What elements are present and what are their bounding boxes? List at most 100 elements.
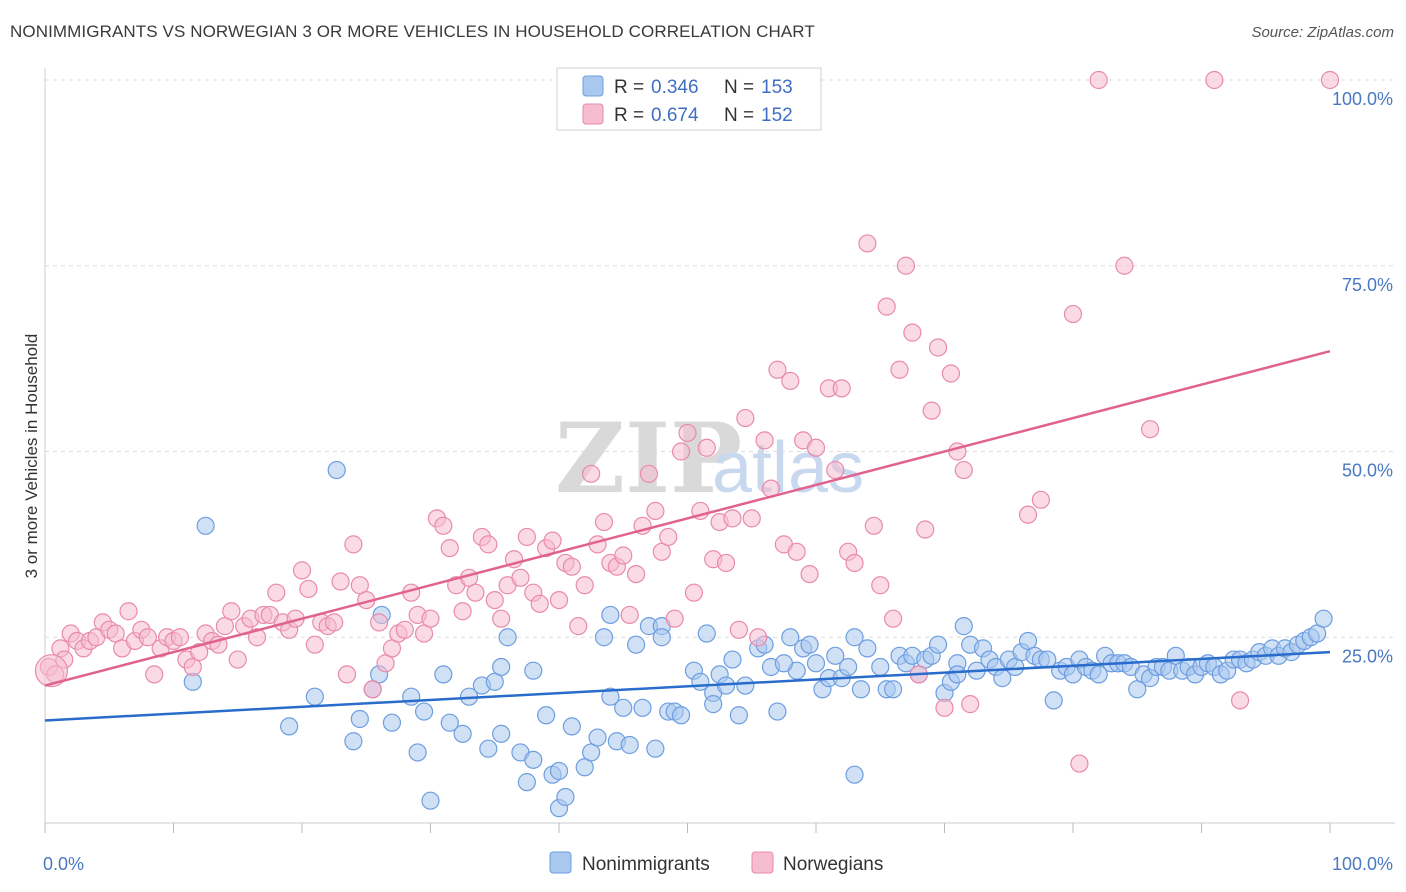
point-0-13 xyxy=(414,702,434,721)
x-tick-label-1: 100.0% xyxy=(1332,854,1393,874)
trend-line-1 xyxy=(44,349,1331,687)
point-1-149 xyxy=(1140,420,1160,439)
point-1-123 xyxy=(832,379,851,398)
chart-source: Source: ZipAtlas.com xyxy=(1251,24,1394,41)
point-1-137 xyxy=(928,338,948,357)
point-1-13 xyxy=(119,602,138,621)
point-1-79 xyxy=(543,531,562,550)
point-1-83 xyxy=(569,617,588,636)
point-0-102 xyxy=(1044,691,1063,710)
point-1-145 xyxy=(1063,304,1083,324)
point-1-90 xyxy=(614,546,633,565)
point-1-69 xyxy=(479,535,498,554)
point-1-77 xyxy=(530,594,549,613)
point-1-17 xyxy=(145,665,164,684)
point-0-11 xyxy=(402,687,421,706)
point-1-120 xyxy=(806,438,826,457)
point-0-66 xyxy=(806,654,826,673)
point-0-39 xyxy=(614,698,633,717)
point-1-127 xyxy=(864,516,883,535)
point-1-128 xyxy=(871,576,890,595)
point-0-17 xyxy=(453,724,472,743)
point-1-116 xyxy=(781,371,800,391)
point-1-150 xyxy=(1205,70,1224,90)
legend-r-value-1: 0.674 xyxy=(651,105,699,126)
point-1-146 xyxy=(1070,754,1089,773)
point-1-95 xyxy=(646,501,665,521)
point-0-148 xyxy=(704,695,723,714)
series-legend-label-nonimmigrants: Nonimmigrants xyxy=(582,854,710,875)
point-1-48 xyxy=(344,535,363,554)
trend-lines xyxy=(44,349,1331,722)
point-1-45 xyxy=(325,613,344,632)
point-1-147 xyxy=(1089,70,1108,90)
point-1-111 xyxy=(749,628,768,647)
legend-swatch-norwegians xyxy=(582,103,604,125)
point-1-65 xyxy=(453,602,472,621)
point-1-51 xyxy=(363,680,382,699)
point-1-139 xyxy=(941,364,961,383)
point-1-98 xyxy=(665,609,684,628)
point-1-108 xyxy=(729,620,749,639)
chart-title: NONIMMIGRANTS VS NORWEGIAN 3 OR MORE VEH… xyxy=(10,22,815,41)
legend-swatch-nonimmigrants xyxy=(582,75,604,97)
series-norwegians-points xyxy=(34,70,1340,773)
y-tick-label-0: 25.0% xyxy=(1342,646,1393,666)
point-0-72 xyxy=(845,765,864,784)
point-0-149 xyxy=(774,654,793,673)
point-0-10 xyxy=(382,713,402,732)
point-0-75 xyxy=(871,657,890,677)
legend-r-label-1: R = xyxy=(614,105,644,126)
point-0-73 xyxy=(851,680,871,699)
point-1-80 xyxy=(549,590,569,610)
point-1-114 xyxy=(768,360,787,379)
point-0-44 xyxy=(646,739,665,758)
y-axis-title: 3 or more Vehicles in Household xyxy=(22,334,41,579)
point-1-101 xyxy=(684,583,704,602)
point-1-30 xyxy=(228,650,247,669)
point-1-148 xyxy=(1115,256,1134,275)
point-0-6 xyxy=(350,709,369,729)
series-legend: Nonimmigrants Norwegians xyxy=(549,851,883,875)
point-0-31 xyxy=(556,787,575,807)
point-0-61 xyxy=(768,702,787,721)
point-0-65 xyxy=(800,635,819,654)
point-0-84 xyxy=(928,635,948,654)
point-0-29 xyxy=(549,761,569,781)
point-1-112 xyxy=(755,431,774,450)
zipatlas-watermark: ZIP atlas xyxy=(555,402,864,515)
point-0-20 xyxy=(479,739,498,758)
point-1-82 xyxy=(562,557,581,576)
point-1-41 xyxy=(299,579,318,599)
point-1-29 xyxy=(222,602,241,621)
point-0-5 xyxy=(344,732,363,751)
y-tick-labels: 25.0% 50.0% 75.0% 100.0% xyxy=(1332,89,1393,666)
point-0-25 xyxy=(517,773,536,792)
point-1-132 xyxy=(896,256,916,275)
series-legend-swatch-norwegians xyxy=(751,851,774,874)
x-tick-label-0: 0.0% xyxy=(43,854,84,874)
point-0-152 xyxy=(652,628,671,647)
point-1-126 xyxy=(858,234,877,253)
point-1-117 xyxy=(787,542,806,561)
point-1-143 xyxy=(1018,505,1038,524)
point-1-62 xyxy=(434,516,453,535)
point-1-97 xyxy=(659,527,678,547)
point-0-74 xyxy=(858,639,877,658)
point-0-12 xyxy=(408,743,427,762)
point-1-130 xyxy=(883,609,903,628)
point-1-99 xyxy=(671,442,691,461)
axes xyxy=(44,68,1395,833)
point-1-135 xyxy=(916,520,935,539)
point-1-131 xyxy=(890,360,909,379)
point-1-71 xyxy=(492,609,511,628)
point-1-56 xyxy=(395,620,414,639)
series-legend-label-norwegians: Norwegians xyxy=(783,854,883,875)
point-0-57 xyxy=(736,676,755,695)
point-1-33 xyxy=(247,628,267,647)
watermark-zip: ZIP xyxy=(555,402,742,515)
point-1-133 xyxy=(903,323,922,342)
point-cluster-norwegians xyxy=(34,654,69,688)
point-0-22 xyxy=(492,724,511,743)
point-1-67 xyxy=(466,583,485,602)
